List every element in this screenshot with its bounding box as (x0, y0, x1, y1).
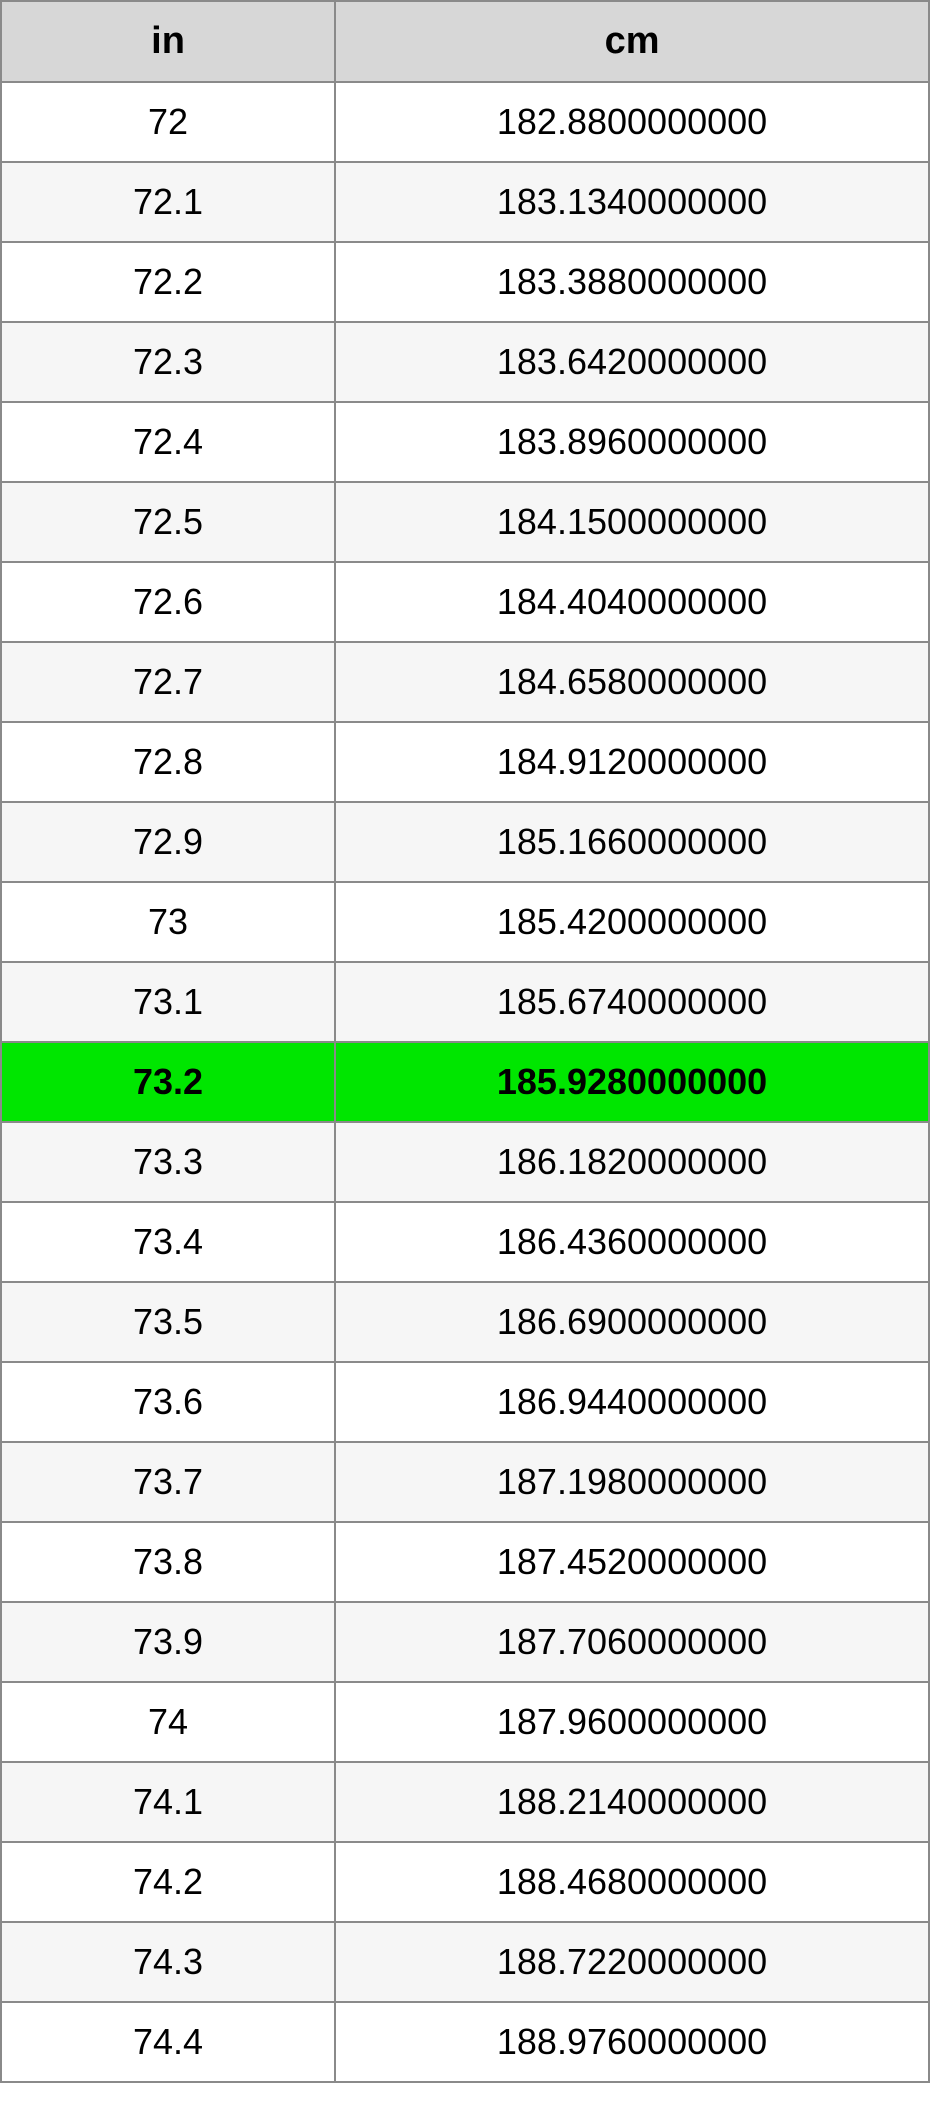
cell-in: 73.4 (1, 1202, 335, 1282)
cell-cm: 186.6900000000 (335, 1282, 929, 1362)
cell-cm: 187.1980000000 (335, 1442, 929, 1522)
cell-in: 73.8 (1, 1522, 335, 1602)
table-header: in cm (1, 1, 929, 82)
cell-in: 72.5 (1, 482, 335, 562)
table-row: 73.7187.1980000000 (1, 1442, 929, 1522)
table-row: 72.4183.8960000000 (1, 402, 929, 482)
cell-cm: 183.3880000000 (335, 242, 929, 322)
table-row: 73.1185.6740000000 (1, 962, 929, 1042)
cell-in: 72.3 (1, 322, 335, 402)
cell-in: 73.5 (1, 1282, 335, 1362)
table-row: 73.2185.9280000000 (1, 1042, 929, 1122)
cell-cm: 184.6580000000 (335, 642, 929, 722)
cell-cm: 184.1500000000 (335, 482, 929, 562)
table-row: 73.4186.4360000000 (1, 1202, 929, 1282)
table-row: 72.2183.3880000000 (1, 242, 929, 322)
conversion-table: in cm 72182.880000000072.1183.1340000000… (0, 0, 930, 2083)
table-row: 72.8184.9120000000 (1, 722, 929, 802)
cell-cm: 184.4040000000 (335, 562, 929, 642)
cell-cm: 187.4520000000 (335, 1522, 929, 1602)
cell-cm: 187.9600000000 (335, 1682, 929, 1762)
cell-cm: 185.1660000000 (335, 802, 929, 882)
table-row: 73185.4200000000 (1, 882, 929, 962)
cell-cm: 185.9280000000 (335, 1042, 929, 1122)
cell-cm: 188.7220000000 (335, 1922, 929, 2002)
cell-in: 73.7 (1, 1442, 335, 1522)
table-row: 73.3186.1820000000 (1, 1122, 929, 1202)
cell-in: 74.2 (1, 1842, 335, 1922)
table-row: 72.9185.1660000000 (1, 802, 929, 882)
cell-in: 72 (1, 82, 335, 162)
table-row: 74.3188.7220000000 (1, 1922, 929, 2002)
table-row: 73.6186.9440000000 (1, 1362, 929, 1442)
table-row: 72.6184.4040000000 (1, 562, 929, 642)
cell-in: 74.4 (1, 2002, 335, 2082)
cell-cm: 183.1340000000 (335, 162, 929, 242)
cell-cm: 188.2140000000 (335, 1762, 929, 1842)
cell-cm: 186.1820000000 (335, 1122, 929, 1202)
cell-cm: 185.6740000000 (335, 962, 929, 1042)
column-header-cm: cm (335, 1, 929, 82)
cell-in: 74.1 (1, 1762, 335, 1842)
cell-cm: 188.4680000000 (335, 1842, 929, 1922)
cell-cm: 184.9120000000 (335, 722, 929, 802)
cell-in: 72.7 (1, 642, 335, 722)
cell-in: 74.3 (1, 1922, 335, 2002)
cell-in: 73.6 (1, 1362, 335, 1442)
table-row: 73.5186.6900000000 (1, 1282, 929, 1362)
table-row: 73.8187.4520000000 (1, 1522, 929, 1602)
cell-in: 72.9 (1, 802, 335, 882)
cell-cm: 182.8800000000 (335, 82, 929, 162)
table-row: 72182.8800000000 (1, 82, 929, 162)
table-row: 74.2188.4680000000 (1, 1842, 929, 1922)
cell-in: 73 (1, 882, 335, 962)
cell-cm: 186.4360000000 (335, 1202, 929, 1282)
cell-in: 73.2 (1, 1042, 335, 1122)
table-row: 72.1183.1340000000 (1, 162, 929, 242)
table-row: 72.3183.6420000000 (1, 322, 929, 402)
cell-in: 74 (1, 1682, 335, 1762)
table-row: 74187.9600000000 (1, 1682, 929, 1762)
cell-in: 72.6 (1, 562, 335, 642)
table-row: 74.4188.9760000000 (1, 2002, 929, 2082)
cell-cm: 183.8960000000 (335, 402, 929, 482)
cell-in: 72.4 (1, 402, 335, 482)
cell-in: 72.2 (1, 242, 335, 322)
cell-in: 73.9 (1, 1602, 335, 1682)
column-header-in: in (1, 1, 335, 82)
cell-cm: 187.7060000000 (335, 1602, 929, 1682)
cell-cm: 183.6420000000 (335, 322, 929, 402)
cell-in: 73.3 (1, 1122, 335, 1202)
cell-in: 73.1 (1, 962, 335, 1042)
table-row: 73.9187.7060000000 (1, 1602, 929, 1682)
cell-cm: 186.9440000000 (335, 1362, 929, 1442)
cell-cm: 188.9760000000 (335, 2002, 929, 2082)
table-row: 74.1188.2140000000 (1, 1762, 929, 1842)
cell-in: 72.1 (1, 162, 335, 242)
cell-cm: 185.4200000000 (335, 882, 929, 962)
table-body: 72182.880000000072.1183.134000000072.218… (1, 82, 929, 2082)
table-row: 72.7184.6580000000 (1, 642, 929, 722)
cell-in: 72.8 (1, 722, 335, 802)
table-row: 72.5184.1500000000 (1, 482, 929, 562)
